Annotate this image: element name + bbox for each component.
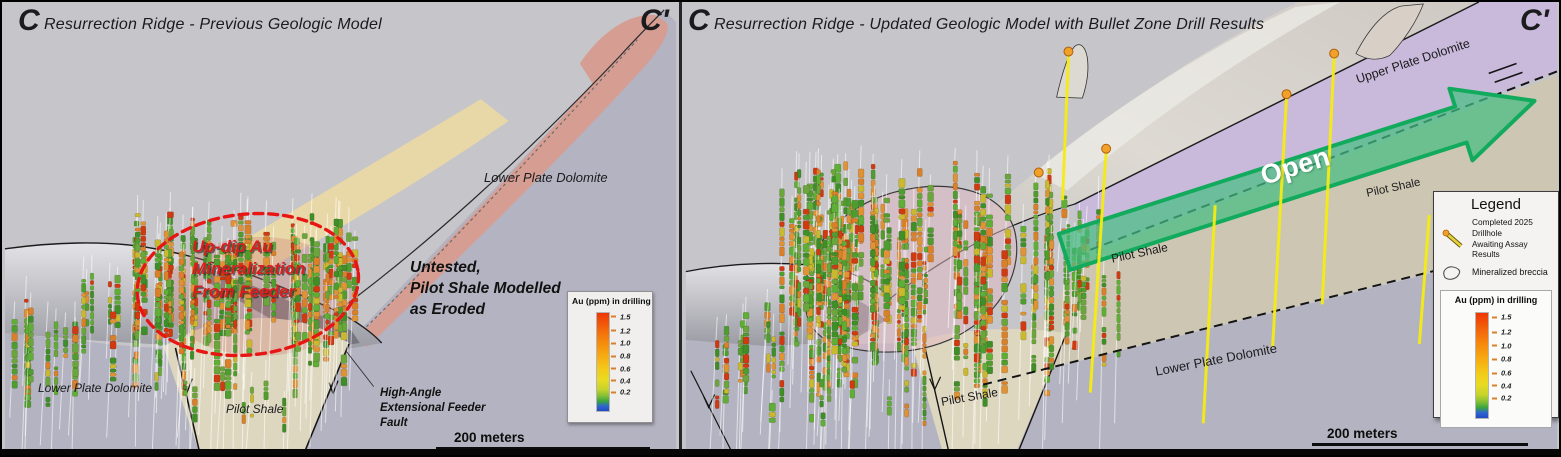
legend-item-breccia: Mineralized breccia	[1440, 264, 1552, 282]
label-lower-plate-dolomite-upper: Lower Plate Dolomite	[484, 170, 608, 185]
left-ridge-silhouette-line	[336, 9, 665, 312]
right-fault-west	[923, 341, 951, 455]
left-alluvium-pink-band	[353, 19, 668, 347]
au-tick-labels: 1.5 1.2 1.0 0.8 0.6 0.4 0.2	[610, 312, 650, 410]
open-arrow	[1056, 86, 1537, 272]
legend-item-breccia-label: Mineralized breccia	[1472, 267, 1548, 278]
left-panel-title: Resurrection Ridge - Previous Geologic M…	[44, 16, 382, 33]
legend-title: Legend	[1470, 196, 1522, 213]
right-panel-title: Resurrection Ridge - Updated Geologic Mo…	[714, 16, 1265, 33]
updip-mineralization-outline	[135, 211, 361, 358]
au-tick: 0.2	[610, 387, 631, 397]
scalebar-line-right	[1312, 443, 1528, 446]
au-tick: 0.4	[1491, 381, 1512, 391]
label-untested-eroded: Untested, Pilot Shale Modelled as Eroded	[410, 259, 561, 318]
au-tick-labels-right: 1.5 1.2 1.0 0.8 0.6 0.4 0.2	[1491, 312, 1531, 417]
breccia-icon	[1440, 264, 1466, 282]
drillhole-icon	[1440, 229, 1466, 249]
right-crest-knob	[1355, 3, 1424, 60]
section-label-c-left: C	[18, 4, 40, 37]
au-tick: 0.6	[610, 364, 631, 374]
au-tick: 1.2	[610, 326, 631, 336]
right-ridge-highlight	[1034, 2, 1341, 191]
right-fault-east	[1016, 332, 1068, 455]
label-updip-mineralization: Up-dip Au Mineralization From Feeder	[192, 237, 306, 301]
au-tick: 0.8	[1491, 354, 1512, 364]
au-tick: 0.6	[1491, 368, 1512, 378]
figure-bottom-border	[2, 449, 1559, 455]
left-pilot-shale-wedge	[163, 318, 349, 455]
left-drillhole-columns	[9, 192, 359, 455]
au-tick: 1.0	[610, 338, 631, 348]
right-shear-arrows	[1488, 62, 1523, 84]
panel-previous-model: C C' Resurrection Ridge - Previous Geolo…	[2, 2, 679, 455]
planned-drillholes	[1033, 46, 1431, 424]
right-upper-plate-dolomite-band	[1074, 2, 1558, 250]
au-tick: 0.4	[610, 376, 631, 386]
label-pilot-shale-left: Pilot Shale	[226, 402, 284, 416]
au-tick: 1.0	[1491, 341, 1512, 351]
section-label-c-prime-left: C'	[640, 4, 669, 37]
feeder-fault-leader-line	[345, 350, 375, 387]
right-detachment-top-line	[1074, 2, 1480, 205]
section-label-c-prime-right: C'	[1520, 4, 1549, 37]
scalebar-line-left	[436, 447, 650, 450]
scalebar-label-right: 200 meters	[1327, 426, 1398, 441]
right-terrain-graphic	[685, 2, 1558, 455]
au-gradient-bar	[596, 312, 610, 412]
au-tick: 1.5	[610, 312, 631, 322]
scalebar-label-left: 200 meters	[454, 430, 525, 445]
au-tick: 1.2	[1491, 327, 1512, 337]
right-lower-plate-dolomite-area	[939, 241, 1558, 455]
left-alluvium-pink-cap	[579, 14, 665, 86]
section-label-c-right: C	[688, 4, 710, 37]
au-tick: 1.5	[1491, 312, 1512, 322]
right-pilot-shale-wedge	[911, 328, 1067, 455]
au-tick: 0.2	[1491, 393, 1512, 403]
au-legend-left-title: Au (ppm) in drilling	[572, 296, 651, 306]
right-fault-tick-1	[929, 376, 942, 392]
au-gradient-bar-right	[1475, 312, 1489, 420]
left-lower-plate-dolomite-area-west	[4, 333, 200, 455]
legend-item-drillhole-label: Completed 2025 Drillhole Awaiting Assay …	[1472, 217, 1533, 260]
au-legend-left: Au (ppm) in drilling 1.5 1.2 1.0 0.8 0.6 0.4 0…	[567, 291, 653, 423]
left-alluvium-dashed-contact	[357, 39, 638, 336]
legend-box: Legend Completed 2025 Drillhole Awaiting…	[1433, 191, 1559, 429]
au-legend-right-title: Au (ppm) in drilling	[1454, 295, 1538, 306]
label-feeder-fault: High-Angle Extensional Feeder Fault	[380, 387, 486, 430]
panel-updated-model: C C' Resurrection Ridge - Updated Geolog…	[682, 2, 1559, 455]
label-lower-plate-dolomite-lower: Lower Plate Dolomite	[38, 381, 153, 395]
au-legend-right: Au (ppm) in drilling 1.5 1.2 1.0 0.8 0.6 0.4 0…	[1440, 290, 1552, 429]
right-pinnacle	[1056, 44, 1089, 99]
panel-divider	[679, 2, 682, 455]
legend-item-drillhole: Completed 2025 Drillhole Awaiting Assay …	[1440, 217, 1552, 260]
au-tick: 0.8	[610, 351, 631, 361]
